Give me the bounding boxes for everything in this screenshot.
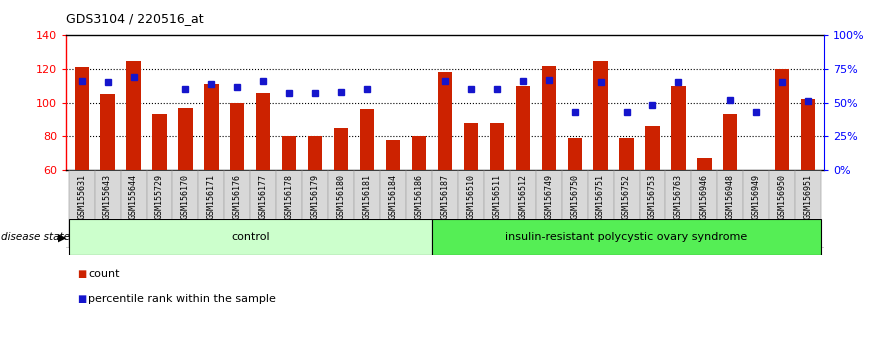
FancyBboxPatch shape <box>146 170 173 248</box>
Text: GSM156751: GSM156751 <box>596 174 605 219</box>
FancyBboxPatch shape <box>769 170 796 248</box>
FancyBboxPatch shape <box>484 170 510 248</box>
Bar <box>542 65 556 170</box>
Text: GSM155643: GSM155643 <box>103 174 112 219</box>
Bar <box>204 84 218 170</box>
Text: ■: ■ <box>77 269 85 279</box>
FancyBboxPatch shape <box>665 170 692 248</box>
FancyBboxPatch shape <box>640 170 665 248</box>
FancyBboxPatch shape <box>173 170 198 248</box>
Bar <box>515 86 529 170</box>
Text: GSM156512: GSM156512 <box>518 174 527 219</box>
FancyBboxPatch shape <box>432 219 821 255</box>
Bar <box>256 92 270 170</box>
Bar <box>282 136 296 170</box>
Bar <box>100 94 115 170</box>
Bar <box>490 123 504 170</box>
Text: GSM156181: GSM156181 <box>363 174 372 219</box>
Bar <box>152 114 167 170</box>
FancyBboxPatch shape <box>69 170 94 248</box>
Text: GSM156750: GSM156750 <box>570 174 579 219</box>
FancyBboxPatch shape <box>354 170 380 248</box>
FancyBboxPatch shape <box>277 170 302 248</box>
Text: GDS3104 / 220516_at: GDS3104 / 220516_at <box>66 12 204 25</box>
FancyBboxPatch shape <box>94 170 121 248</box>
Text: GSM156179: GSM156179 <box>311 174 320 219</box>
FancyBboxPatch shape <box>328 170 354 248</box>
Bar <box>619 138 633 170</box>
Bar <box>360 109 374 170</box>
Bar <box>386 139 400 170</box>
Text: GSM156176: GSM156176 <box>233 174 241 219</box>
Text: GSM156948: GSM156948 <box>726 174 735 219</box>
Bar <box>801 99 815 170</box>
FancyBboxPatch shape <box>613 170 640 248</box>
Text: GSM156184: GSM156184 <box>389 174 397 219</box>
Text: GSM156187: GSM156187 <box>440 174 449 219</box>
FancyBboxPatch shape <box>796 170 821 248</box>
FancyBboxPatch shape <box>536 170 562 248</box>
Bar <box>775 69 789 170</box>
Text: ▶: ▶ <box>58 232 67 242</box>
FancyBboxPatch shape <box>302 170 328 248</box>
Text: GSM156511: GSM156511 <box>492 174 501 219</box>
Text: GSM156753: GSM156753 <box>648 174 657 219</box>
FancyBboxPatch shape <box>588 170 613 248</box>
Bar <box>671 86 685 170</box>
Text: GSM156749: GSM156749 <box>544 174 553 219</box>
Text: control: control <box>231 232 270 242</box>
FancyBboxPatch shape <box>225 170 250 248</box>
Text: GSM156177: GSM156177 <box>259 174 268 219</box>
Bar <box>178 108 193 170</box>
FancyBboxPatch shape <box>744 170 769 248</box>
Bar <box>646 126 660 170</box>
Text: GSM156170: GSM156170 <box>181 174 190 219</box>
Bar <box>749 170 764 234</box>
FancyBboxPatch shape <box>562 170 588 248</box>
Bar <box>438 72 452 170</box>
Text: GSM156950: GSM156950 <box>778 174 787 219</box>
Bar <box>75 67 89 170</box>
Bar <box>567 138 581 170</box>
Text: GSM156186: GSM156186 <box>414 174 424 219</box>
Text: GSM155631: GSM155631 <box>78 174 86 219</box>
Text: GSM156171: GSM156171 <box>207 174 216 219</box>
Bar <box>334 128 348 170</box>
Text: GSM155729: GSM155729 <box>155 174 164 219</box>
Text: GSM156946: GSM156946 <box>700 174 709 219</box>
Text: GSM155644: GSM155644 <box>129 174 138 219</box>
FancyBboxPatch shape <box>69 219 432 255</box>
FancyBboxPatch shape <box>692 170 717 248</box>
FancyBboxPatch shape <box>432 170 458 248</box>
Bar <box>463 123 478 170</box>
Text: GSM156180: GSM156180 <box>337 174 345 219</box>
FancyBboxPatch shape <box>458 170 484 248</box>
Bar <box>230 103 244 170</box>
FancyBboxPatch shape <box>510 170 536 248</box>
Bar <box>308 136 322 170</box>
Text: ■: ■ <box>77 294 85 304</box>
Text: GSM156949: GSM156949 <box>751 174 761 219</box>
FancyBboxPatch shape <box>250 170 277 248</box>
Text: GSM156178: GSM156178 <box>285 174 293 219</box>
Text: disease state: disease state <box>1 232 70 242</box>
FancyBboxPatch shape <box>198 170 225 248</box>
FancyBboxPatch shape <box>717 170 744 248</box>
Bar <box>411 136 426 170</box>
Bar <box>126 61 141 170</box>
Text: GSM156510: GSM156510 <box>466 174 476 219</box>
FancyBboxPatch shape <box>121 170 146 248</box>
Bar <box>697 158 712 170</box>
Bar <box>723 114 737 170</box>
Text: GSM156951: GSM156951 <box>803 174 812 219</box>
FancyBboxPatch shape <box>406 170 432 248</box>
FancyBboxPatch shape <box>380 170 406 248</box>
Text: GSM156752: GSM156752 <box>622 174 631 219</box>
Bar <box>594 61 608 170</box>
Text: percentile rank within the sample: percentile rank within the sample <box>88 294 276 304</box>
Text: GSM156763: GSM156763 <box>674 174 683 219</box>
Text: count: count <box>88 269 120 279</box>
Text: insulin-resistant polycystic ovary syndrome: insulin-resistant polycystic ovary syndr… <box>506 232 748 242</box>
